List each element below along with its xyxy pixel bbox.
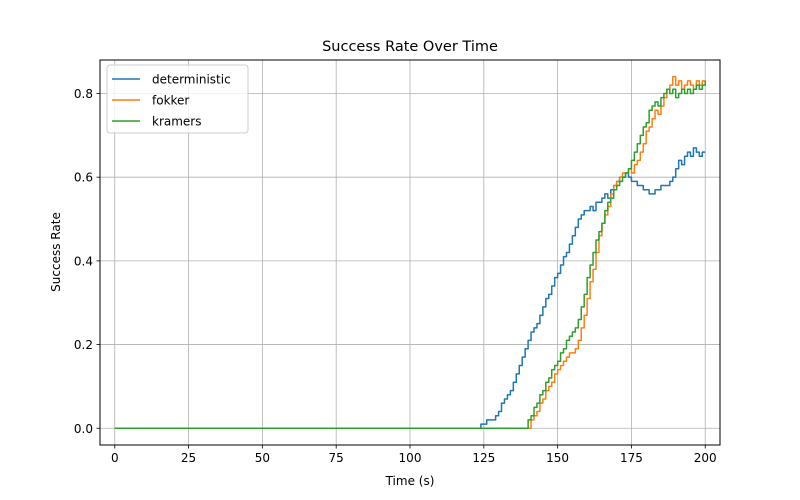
x-tick-label: 200 bbox=[694, 451, 717, 465]
grid-lines bbox=[100, 60, 720, 445]
axis-ticks: 0 25 50 75 100 125 150 175 200 0.0 0.2 0.4 0.6 0.8 bbox=[74, 87, 717, 465]
x-axis-label: Time (s) bbox=[385, 474, 435, 488]
legend-box bbox=[106, 64, 249, 134]
y-tick-label: 0.2 bbox=[74, 338, 93, 352]
y-tick-label: 0.0 bbox=[74, 422, 93, 436]
legend-label-fokker: fokker bbox=[152, 94, 189, 108]
y-tick-label: 0.4 bbox=[74, 254, 93, 268]
legend: deterministic fokker kramers bbox=[106, 64, 249, 134]
series-line-fokker bbox=[114, 75, 706, 430]
y-axis-label: Success Rate bbox=[49, 212, 63, 292]
series-layer bbox=[114, 75, 706, 430]
x-tick-label: 150 bbox=[546, 451, 569, 465]
legend-label-deterministic: deterministic bbox=[152, 73, 231, 87]
y-tick-label: 0.8 bbox=[74, 87, 93, 101]
x-tick-label: 0 bbox=[111, 451, 119, 465]
series-line-kramers bbox=[114, 80, 706, 430]
x-tick-label: 25 bbox=[181, 451, 196, 465]
chart-title: Success Rate Over Time bbox=[322, 39, 498, 55]
x-tick-label: 50 bbox=[255, 451, 270, 465]
legend-label-kramers: kramers bbox=[152, 115, 202, 129]
x-tick-label: 75 bbox=[329, 451, 344, 465]
x-tick-label: 100 bbox=[399, 451, 422, 465]
x-tick-label: 175 bbox=[620, 451, 643, 465]
x-tick-label: 125 bbox=[472, 451, 495, 465]
series-line-deterministic bbox=[114, 147, 706, 430]
y-tick-label: 0.6 bbox=[74, 171, 93, 185]
